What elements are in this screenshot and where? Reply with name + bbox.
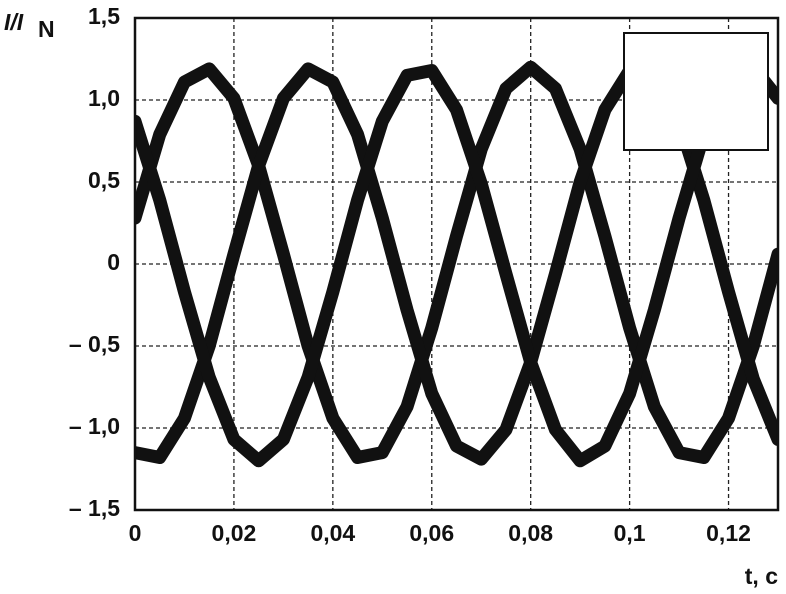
series-line (135, 60, 778, 468)
y-tick-label: 0,5 (88, 167, 120, 193)
y-tick-label: 1,5 (88, 3, 120, 29)
y-axis-label: I/I (4, 9, 24, 35)
x-tick-label: 0,04 (310, 520, 355, 546)
x-tick-label: 0,06 (409, 520, 454, 546)
y-tick-label: – 1,0 (69, 413, 120, 439)
x-tick-label: 0,02 (212, 520, 257, 546)
y-tick-label: – 0,5 (69, 331, 120, 357)
series-line (135, 60, 778, 465)
legend-box (623, 32, 769, 151)
y-axis-label-sub: N (38, 16, 55, 42)
y-tick-label: – 1,5 (69, 495, 120, 521)
x-tick-label: 0,1 (614, 520, 646, 546)
y-tick-label: 0 (107, 249, 120, 275)
y-tick-label: 1,0 (88, 85, 120, 111)
x-tick-label: 0 (129, 520, 142, 546)
x-tick-label: 0,08 (508, 520, 553, 546)
plot-frame (133, 16, 780, 512)
x-axis-label: t, c (745, 563, 778, 589)
x-tick-label: 0,12 (706, 520, 751, 546)
